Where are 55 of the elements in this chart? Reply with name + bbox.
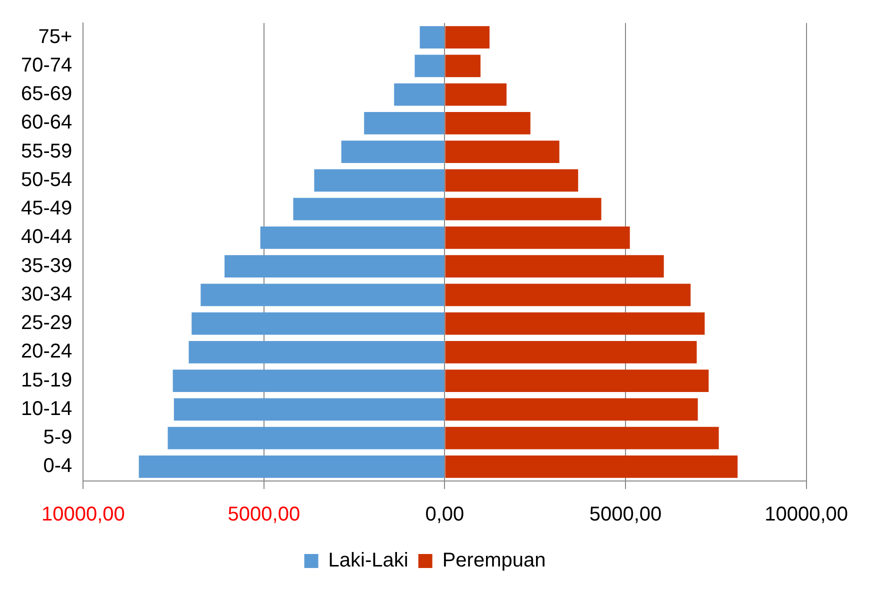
- x-tick-label: 10000,00: [41, 504, 125, 526]
- bar: [260, 226, 444, 249]
- y-tick-label: 55-59: [20, 140, 72, 162]
- y-tick-label: 65-69: [20, 83, 72, 106]
- bar: [188, 341, 444, 364]
- bar: [445, 312, 705, 335]
- bar: [224, 255, 444, 278]
- x-tick-label: 5000,00: [228, 504, 300, 526]
- bar: [364, 112, 444, 134]
- bar: [420, 26, 444, 48]
- y-tick-label: 60-64: [20, 112, 72, 134]
- bar: [314, 169, 444, 192]
- y-tick-label: 5-9: [43, 426, 72, 449]
- bar: [445, 198, 602, 220]
- x-tick-label: 5000,00: [589, 504, 662, 526]
- y-tick-label: 20-24: [20, 340, 72, 363]
- y-tick-label: 25-29: [20, 312, 72, 334]
- bar: [172, 370, 444, 392]
- y-tick-label: 0-4: [43, 455, 72, 478]
- bar: [445, 370, 709, 392]
- bar: [394, 83, 444, 106]
- bar: [138, 456, 444, 478]
- bar: [445, 398, 698, 421]
- bar: [168, 426, 444, 450]
- bar: [414, 54, 444, 78]
- y-tick-label: 45-49: [20, 198, 72, 220]
- y-tick-label: 70-74: [20, 54, 72, 76]
- bar: [445, 169, 578, 192]
- bar: [445, 140, 560, 163]
- bar: [341, 140, 444, 163]
- bar: [445, 255, 664, 278]
- y-tick-label: 35-39: [20, 254, 72, 277]
- bar: [445, 26, 490, 48]
- x-tick-label: 10000,00: [764, 504, 848, 526]
- x-tick-label: 0,00: [425, 504, 464, 526]
- legend-label: Perempuan: [442, 550, 546, 572]
- bar: [192, 312, 444, 335]
- bar: [445, 426, 719, 450]
- bar: [445, 112, 530, 134]
- legend-label: Laki-Laki: [328, 550, 408, 572]
- y-tick-label: 50-54: [20, 168, 72, 191]
- bar: [445, 226, 630, 249]
- y-tick-label: 75+: [38, 26, 72, 48]
- bar: [445, 54, 481, 78]
- bar: [445, 341, 697, 364]
- y-tick-label: 10-14: [20, 398, 72, 420]
- bar: [174, 398, 444, 421]
- bar: [445, 284, 691, 306]
- bar: [293, 198, 444, 220]
- bar: [445, 456, 738, 478]
- y-tick-label: 30-34: [20, 283, 72, 306]
- y-tick-label: 40-44: [20, 226, 72, 248]
- y-tick-label: 15-19: [20, 369, 72, 392]
- bar: [445, 83, 507, 106]
- bar: [200, 284, 444, 306]
